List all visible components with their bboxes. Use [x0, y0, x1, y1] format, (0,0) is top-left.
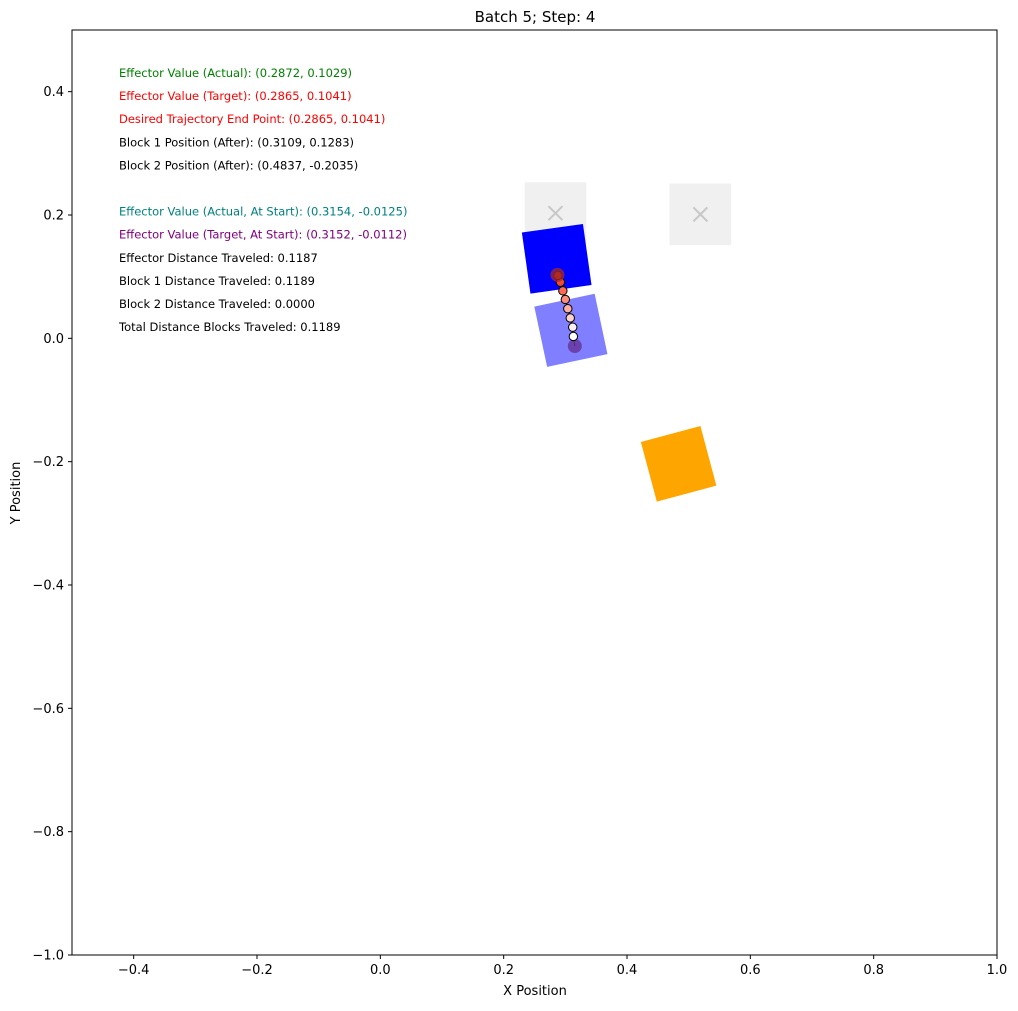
x-tick-label-4: 0.2	[493, 963, 514, 978]
annotation-2: Effector Value (Target): (0.2865, 0.1041…	[119, 89, 352, 103]
axes-frame	[71, 29, 998, 956]
x-tick-label-8: 1.0	[987, 963, 1008, 978]
annotation-7: Effector Value (Actual, At Start): (0.31…	[119, 205, 407, 219]
y-axis-label: Y Position	[9, 462, 24, 526]
x-tick-label-5: 0.4	[617, 963, 638, 978]
plot-area: −0.4 −0.2 0.0 0.2 0.4 0.6 0.8 1.0 0.4 0.2 0.0 −0.2 −…	[32, 29, 1008, 978]
annotation-4: Block 1 Position (After): (0.3109, 0.128…	[119, 135, 354, 149]
x-tick-label-7: 0.8	[863, 963, 884, 978]
annotation-8: Effector Value (Target, At Start): (0.31…	[119, 228, 407, 242]
target-x-icon-1	[547, 205, 564, 221]
annotation-5: Block 2 Position (After): (0.4837, -0.20…	[119, 158, 358, 172]
y-tick-label-5: −0.4	[32, 579, 64, 594]
y-tick-label-4: −0.2	[32, 455, 64, 470]
x-tick-label-6: 0.6	[740, 963, 761, 978]
annotation-12: Total Distance Blocks Traveled: 0.1189	[118, 320, 341, 334]
block-3	[640, 426, 717, 502]
y-tick-label-2: 0.2	[43, 209, 64, 224]
chart-title: Batch 5; Step: 4	[475, 8, 596, 26]
trajectory-point-3	[565, 313, 575, 323]
annotation-11: Block 2 Distance Traveled: 0.0000	[119, 297, 315, 311]
trajectory-point-5	[560, 294, 571, 305]
y-tick-label-1: 0.4	[43, 85, 64, 100]
annotation-3: Desired Trajectory End Point: (0.2865, 0…	[119, 112, 385, 126]
x-tick-label-1: −0.4	[118, 963, 150, 978]
trajectory-point-6	[558, 286, 568, 296]
target-x-icon-2	[692, 206, 709, 223]
annotation-9: Effector Distance Traveled: 0.1187	[119, 251, 318, 265]
y-tick-label-3: 0.0	[43, 332, 64, 347]
y-tick-label-7: −0.8	[32, 825, 64, 840]
block-2	[521, 223, 592, 294]
x-tick-label-2: −0.2	[241, 963, 273, 978]
y-tick-label-6: −0.6	[32, 702, 64, 717]
y-tick-label-8: −1.0	[32, 949, 64, 964]
annotation-1: Effector Value (Actual): (0.2872, 0.1029…	[119, 66, 352, 80]
annotation-10: Block 1 Distance Traveled: 0.1189	[119, 274, 315, 288]
x-tick-label-3: 0.0	[370, 963, 391, 978]
x-axis-label: X Position	[503, 984, 567, 999]
trajectory-point-2	[568, 322, 578, 332]
trajectory-point-1	[568, 331, 579, 342]
trajectory-point-4	[563, 304, 573, 314]
effector-start-marker	[567, 339, 582, 354]
effector-end-marker	[550, 267, 565, 282]
